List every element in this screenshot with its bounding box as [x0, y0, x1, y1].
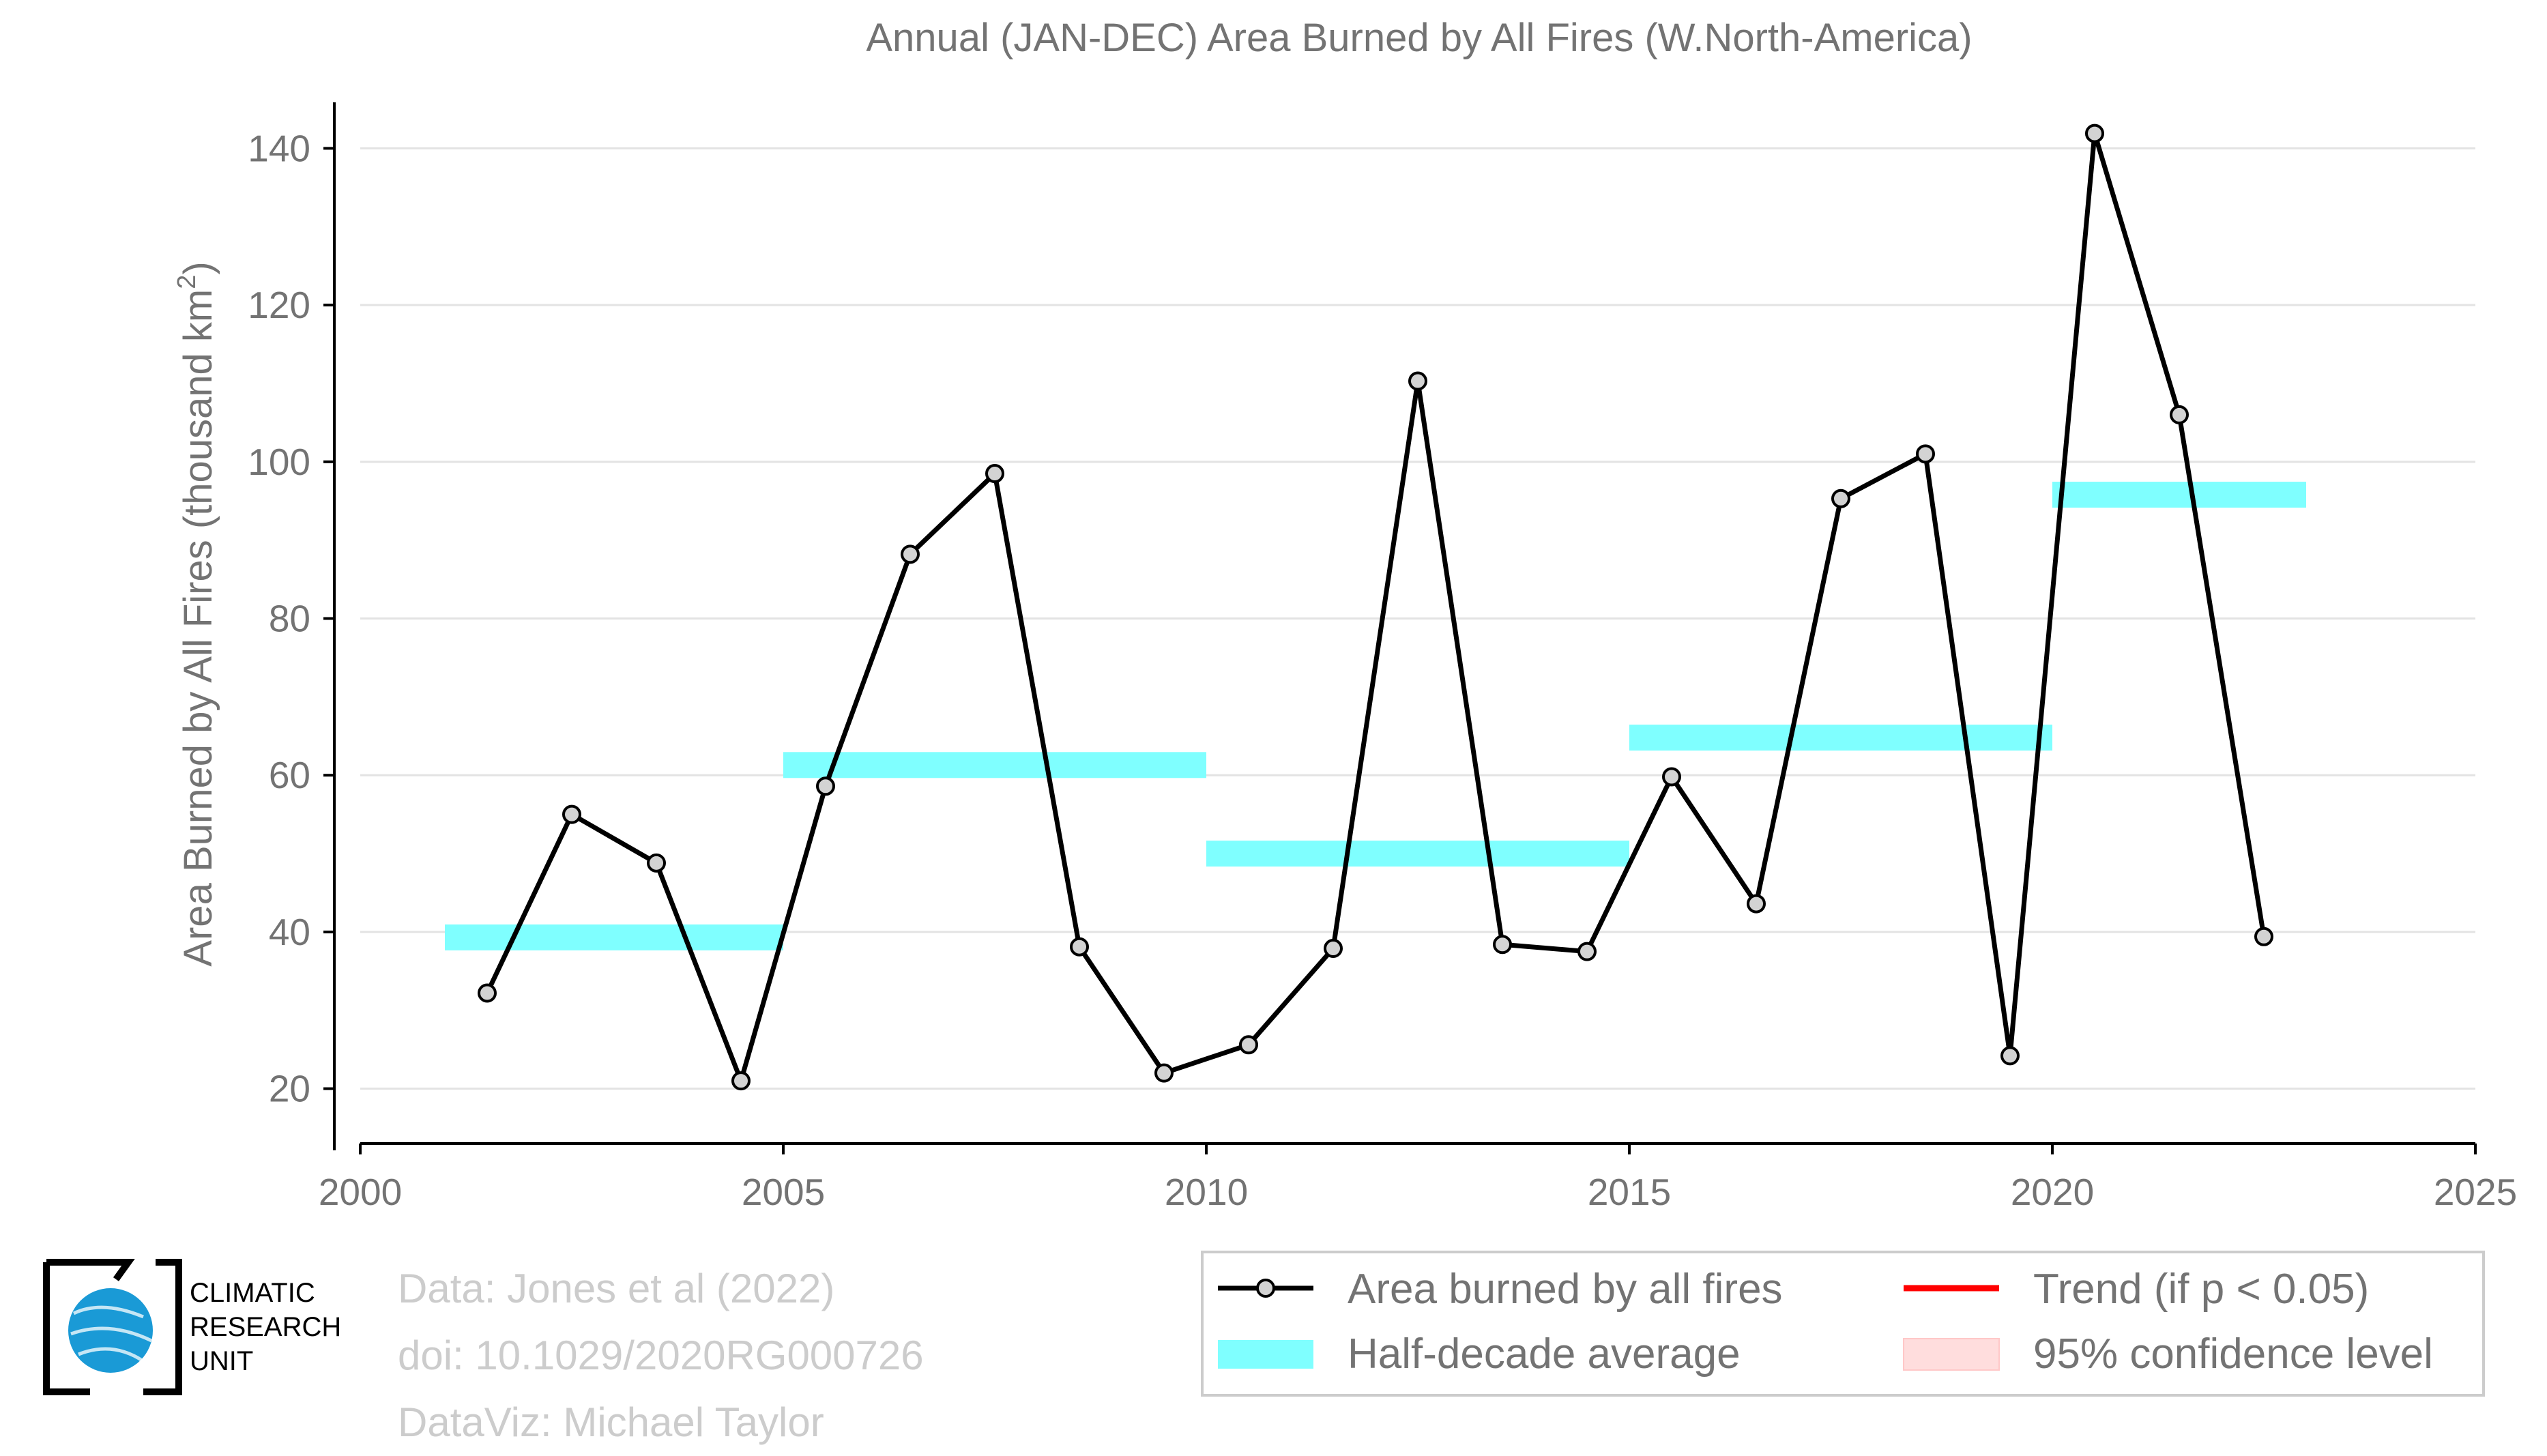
x-tick-labels: 2000 2005 2010 2015 2020 2025 [319, 1171, 2517, 1213]
x-tick-label-2020: 2020 [2011, 1171, 2094, 1213]
logo-text-line3: UNIT [190, 1346, 253, 1376]
y-axis-label-end: ) [176, 261, 220, 274]
y-tick-label-120: 120 [248, 284, 310, 326]
globe-swirl-icon [70, 1305, 153, 1363]
data-markers [478, 123, 2273, 1091]
data-point-18 [2000, 1046, 2020, 1066]
cru-logo: CLIMATIC RESEARCH UNIT [43, 1259, 341, 1395]
data-point-15 [1747, 894, 1766, 914]
logo-text-line2: RESEARCH [190, 1312, 341, 1342]
x-tick-label-2005: 2005 [742, 1171, 825, 1213]
data-point-11 [1408, 371, 1427, 391]
x-tick-label-2025: 2025 [2434, 1171, 2517, 1213]
data-point-10 [1324, 939, 1343, 959]
series-line [484, 131, 2267, 1083]
data-point-6 [985, 464, 1004, 484]
data-point-9 [1239, 1035, 1258, 1055]
data-credits: Data: Jones et al (2022) doi: 10.1029/20… [398, 1255, 924, 1456]
half-decade-average-band-2 [1206, 841, 1629, 867]
series-line-group [484, 131, 2267, 1083]
data-point-13 [1577, 942, 1597, 961]
data-point-8 [1154, 1063, 1174, 1083]
legend-confidence-patch-icon [1903, 1338, 2000, 1371]
logo-bracket-icon [43, 1259, 135, 1395]
legend: Area burned by all fires Trend (if p < 0… [1201, 1251, 2485, 1397]
credit-dataviz: DataViz: Michael Taylor [398, 1399, 824, 1445]
data-point-3 [731, 1071, 751, 1091]
logo-text-line1: CLIMATIC [190, 1278, 315, 1308]
legend-label-trend: Trend (if p < 0.05) [2033, 1266, 2369, 1313]
legend-band-icon [1218, 1340, 1313, 1369]
data-point-12 [1493, 935, 1512, 955]
data-point-2 [647, 853, 666, 873]
credit-data-source: Data: Jones et al (2022) [398, 1266, 835, 1311]
x-tick-label-2015: 2015 [1588, 1171, 1671, 1213]
y-tick-label-40: 40 [269, 911, 310, 953]
half-decade-average-band-3 [1629, 725, 2052, 751]
data-point-1 [562, 804, 581, 824]
half-decade-average-band-4 [2052, 482, 2306, 508]
axes [323, 102, 2477, 1154]
y-tick-label-80: 80 [269, 598, 310, 640]
y-axis-label: Area Burned by All Fires (thousand km2) [173, 261, 220, 966]
y-tick-label-20: 20 [269, 1068, 310, 1110]
y-tick-labels: 20 40 60 80 100 120 140 [248, 127, 310, 1109]
legend-box [1201, 1251, 2485, 1397]
x-tick-label-2000: 2000 [319, 1171, 402, 1213]
data-point-14 [1662, 767, 1681, 787]
data-point-20 [2170, 405, 2189, 424]
y-tick-label-100: 100 [248, 441, 310, 483]
legend-marker-icon [1256, 1279, 1275, 1298]
y-tick-label-60: 60 [269, 754, 310, 796]
legend-label-half-decade: Half-decade average [1348, 1330, 1741, 1378]
half-decade-average-band-0 [445, 924, 783, 950]
half-decade-average-bands [445, 482, 2306, 950]
y-axis-label-main: Area Burned by All Fires (thousand km [176, 289, 220, 967]
data-point-7 [1070, 937, 1089, 957]
data-point-5 [901, 544, 920, 564]
half-decade-average-band-1 [783, 752, 1206, 778]
data-point-21 [2254, 927, 2273, 946]
data-point-16 [1831, 489, 1850, 508]
data-point-0 [478, 983, 497, 1003]
chart-title: Annual (JAN-DEC) Area Burned by All Fire… [866, 16, 1972, 60]
data-point-4 [816, 776, 835, 796]
y-axis-label-superscript: 2 [173, 275, 201, 289]
credit-doi: doi: 10.1029/2020RG000726 [398, 1333, 924, 1378]
x-tick-label-2010: 2010 [1165, 1171, 1248, 1213]
legend-label-area-burned: Area burned by all fires [1348, 1266, 1783, 1313]
data-point-17 [1916, 444, 1935, 464]
logo-bracket-right-icon [143, 1259, 182, 1395]
data-point-19 [2085, 123, 2104, 143]
legend-label-confidence: 95% confidence level [2033, 1330, 2433, 1378]
y-tick-label-140: 140 [248, 127, 310, 169]
